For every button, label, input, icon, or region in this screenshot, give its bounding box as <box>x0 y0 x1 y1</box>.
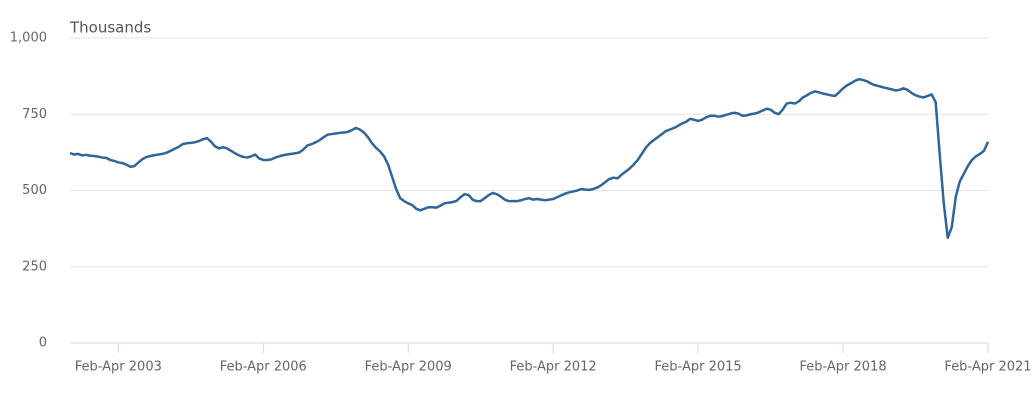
y-tick-label: 500 <box>22 183 47 198</box>
x-tick-label: Feb-Apr 2003 <box>75 360 162 375</box>
y-axis-title: Thousands <box>69 19 151 37</box>
x-tick-label: Feb-Apr 2021 <box>944 360 1031 375</box>
x-tick-label: Feb-Apr 2009 <box>365 360 452 375</box>
y-tick-label: 250 <box>22 259 47 274</box>
x-tick-label: Feb-Apr 2012 <box>510 360 597 375</box>
data-line <box>69 77 990 240</box>
x-tick-label: Feb-Apr 2018 <box>799 360 886 375</box>
y-tick-label: 750 <box>22 107 47 122</box>
x-tick-label: Feb-Apr 2015 <box>655 360 742 375</box>
y-tick-label: 1,000 <box>10 31 47 46</box>
y-tick-label: 0 <box>39 336 47 351</box>
x-tick-label: Feb-Apr 2006 <box>220 360 307 375</box>
